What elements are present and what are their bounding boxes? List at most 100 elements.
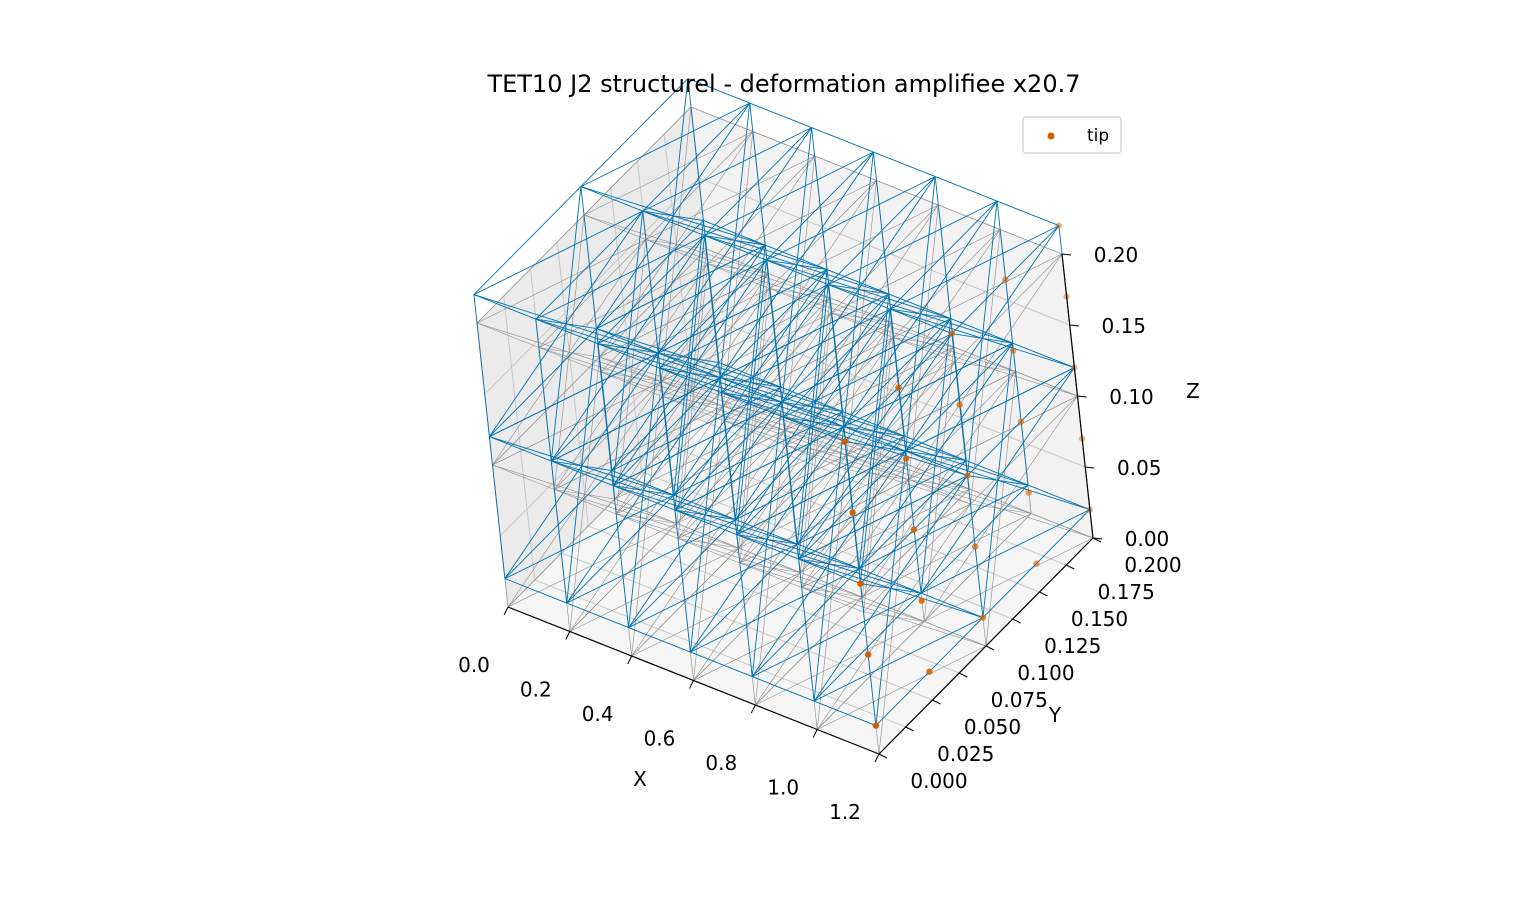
mesh-edge [642, 210, 705, 237]
mesh-edge [813, 700, 877, 727]
mesh-diagonal [766, 176, 936, 261]
mesh-edge [800, 572, 863, 598]
tick-labels: 0.0 0.2 0.4 0.6 0.8 1.0 1.2 0.000 0.025 0.050 0.07… [458, 243, 1182, 824]
x-tick-mark [565, 631, 571, 640]
mesh-edge [738, 547, 801, 573]
mesh-diagonal [673, 411, 843, 496]
mesh-edge [659, 259, 767, 369]
mesh-edge [765, 260, 783, 403]
mesh-edge [704, 235, 721, 378]
mesh-edge [473, 294, 490, 437]
mesh-edge [888, 294, 905, 437]
mesh-diagonal [690, 568, 860, 653]
y-tick-label: 0.025 [937, 742, 994, 766]
mesh-edge [905, 450, 968, 477]
mesh-edge [1012, 342, 1075, 369]
mesh-edge [676, 523, 739, 549]
mesh-edge [782, 416, 846, 443]
mesh-edge [595, 328, 613, 471]
mesh-diagonal [642, 210, 828, 271]
mesh-diagonal [583, 131, 753, 216]
mesh-edge [645, 239, 708, 265]
y-tick-label: 0.125 [1044, 634, 1101, 658]
mesh-diagonal [781, 401, 967, 462]
y-tick-mark [1092, 537, 1102, 543]
mesh-diagonal [736, 534, 922, 594]
mesh-diagonal [704, 151, 874, 237]
mesh-diagonal [920, 509, 1091, 594]
mesh-edge [843, 426, 906, 452]
tip-point [895, 384, 902, 391]
mesh-diagonal [662, 312, 832, 397]
mesh-diagonal [538, 263, 708, 348]
z-axis-label: Z [1186, 379, 1200, 403]
y-tick-mark [1039, 591, 1048, 597]
mesh-edge [583, 106, 692, 216]
mesh-edge [736, 534, 799, 560]
y-tick-mark [1066, 564, 1075, 570]
mesh-diagonal [658, 352, 843, 413]
mesh-edge [597, 343, 614, 486]
x-axis-label: X [633, 767, 647, 791]
tip-point [849, 509, 856, 516]
mesh-edge [749, 102, 812, 129]
y-axis-label: Y [1048, 703, 1062, 727]
mesh-edge [797, 543, 860, 570]
mesh-edge [888, 293, 951, 320]
mesh-edge [828, 284, 891, 310]
mesh-diagonal [704, 235, 890, 295]
mesh-edge [950, 318, 967, 461]
mesh-edge [642, 102, 751, 212]
mesh-diagonal [611, 386, 781, 472]
mesh-edge [597, 343, 660, 369]
mesh-edge [476, 214, 585, 324]
mesh-edge [782, 308, 891, 418]
x-tick-label: 0.6 [644, 727, 676, 751]
y-tick-mark [878, 753, 888, 759]
y-tick-label: 0.100 [1017, 661, 1074, 685]
mesh-diagonal [889, 225, 1060, 310]
mesh-edge [780, 386, 843, 413]
tip-point [926, 668, 933, 675]
mesh-diagonal [798, 475, 968, 560]
mesh-diagonal [817, 645, 987, 730]
mesh-edge [504, 578, 567, 604]
mesh-diagonal [551, 377, 721, 462]
mesh-diagonal [554, 489, 739, 549]
z-tick-mark [1085, 466, 1095, 469]
mesh-diagonal [707, 180, 877, 265]
mesh-diagonal [905, 450, 1091, 511]
legend-label-tip: tip [1087, 126, 1109, 146]
mesh-diagonal [769, 204, 939, 289]
mesh-edge [473, 294, 536, 320]
mesh-diagonal [674, 426, 844, 511]
y-tick-mark [985, 645, 995, 651]
mesh-diagonal [476, 239, 646, 324]
mesh-edge [599, 356, 662, 382]
mesh-edge [768, 273, 831, 299]
mesh-edge [489, 436, 552, 462]
mesh-edge [938, 204, 1001, 230]
y-tick-label: 0.150 [1071, 607, 1128, 631]
mesh-diagonal [580, 102, 750, 188]
mesh-edge [736, 534, 753, 677]
z-tick-label: 0.15 [1101, 314, 1146, 338]
mesh-edge [535, 210, 644, 320]
mesh-edge [798, 558, 861, 585]
mesh-edge [826, 269, 890, 295]
mesh-edge [752, 131, 815, 157]
mesh-edge [687, 78, 704, 221]
tip-point [918, 597, 925, 604]
mesh-diagonal [721, 308, 891, 394]
mesh-diagonal [797, 460, 967, 545]
tip-point [902, 455, 910, 462]
mesh-edge [862, 596, 925, 622]
x-tick-mark [503, 606, 509, 616]
tip-point [864, 651, 872, 658]
tip-point [971, 543, 979, 550]
mesh-diagonal [489, 352, 659, 438]
mesh-diagonal [828, 200, 998, 286]
x-tick-label: 1.0 [767, 776, 799, 800]
mesh-edge [749, 103, 766, 246]
